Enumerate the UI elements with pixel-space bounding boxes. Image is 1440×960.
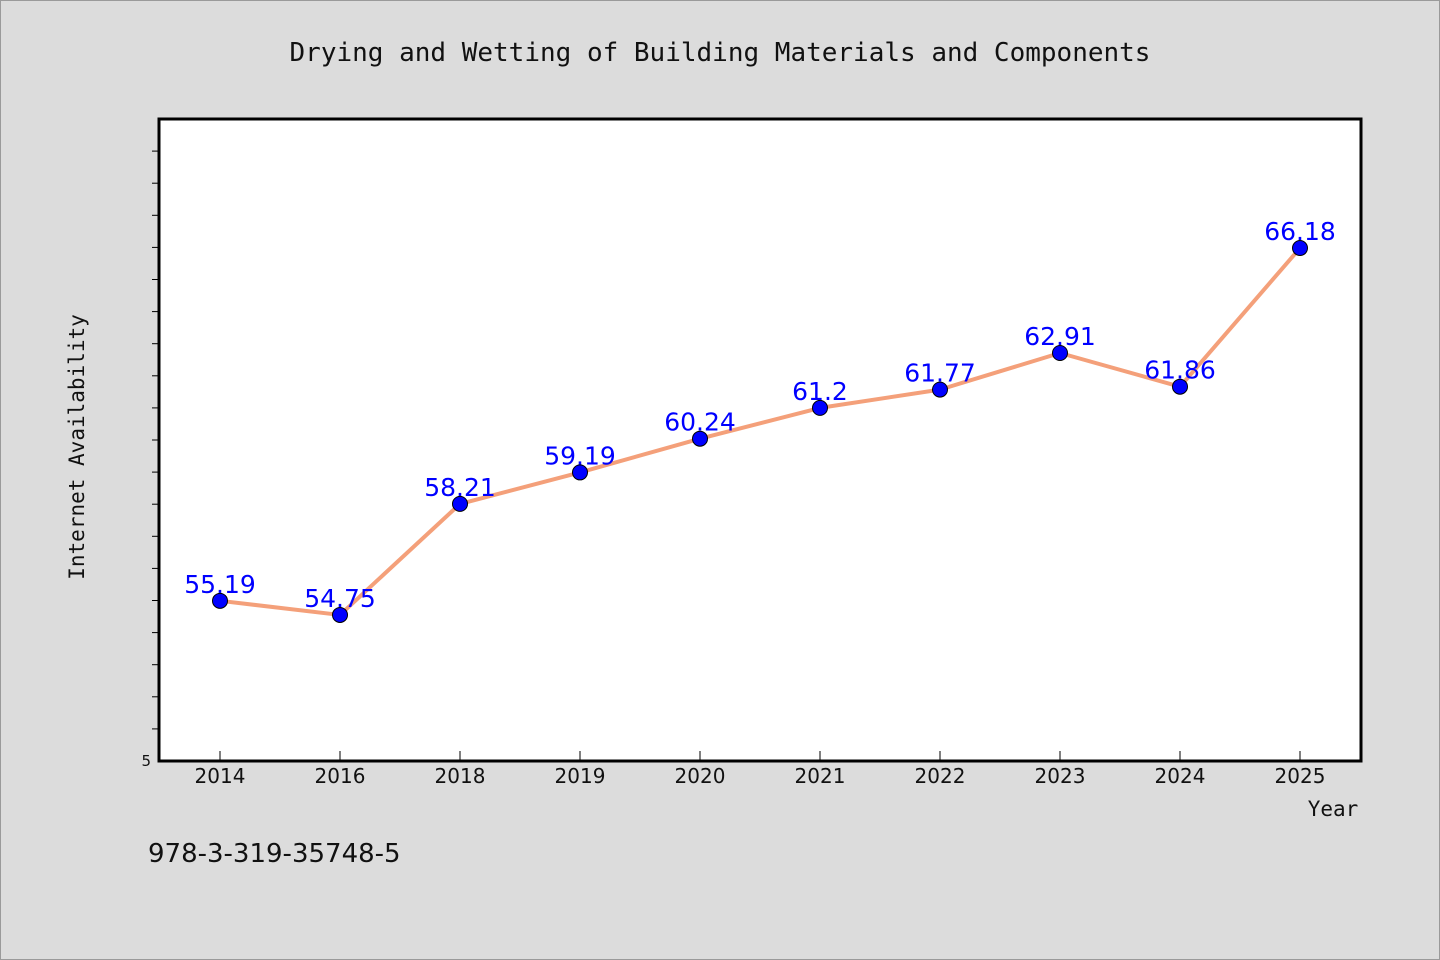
data-point [1172, 378, 1188, 395]
data-labels: 55.19 54.75 58.21 59.19 60.24 61.2 61.77 62.91 6… [184, 217, 1336, 613]
y-axis-ticks [152, 150, 159, 730]
series-line-segment [938, 351, 1062, 392]
series-line-segment [1178, 246, 1302, 389]
data-point [692, 430, 708, 447]
data-point [332, 606, 348, 623]
x-tick-label: 2020 [675, 764, 726, 788]
data-point [1292, 240, 1308, 257]
x-axis-title: Year [1308, 797, 1359, 821]
data-label: 62.91 [1024, 322, 1096, 351]
series-line-segment [698, 405, 822, 441]
data-point [572, 464, 588, 481]
series-line-segment [1058, 351, 1182, 389]
series-line-segment [578, 436, 702, 475]
data-label: 61.2 [792, 377, 848, 406]
series-lines [218, 246, 1302, 617]
data-label: 66.18 [1264, 217, 1336, 246]
x-tick-label: 2022 [915, 764, 966, 788]
y-axis-tick-labels: 5 [141, 752, 151, 770]
isbn-text: 978-3-319-35748-5 [148, 839, 401, 869]
data-label: 55.19 [184, 570, 256, 599]
data-label: 60.24 [664, 408, 736, 437]
series-markers [212, 240, 1308, 623]
x-axis-ticks [219, 751, 1301, 761]
data-label: 58.21 [424, 473, 496, 502]
x-tick-label: 2019 [555, 764, 606, 788]
data-label: 61.86 [1144, 356, 1216, 385]
series-line-segment [818, 387, 942, 410]
y-axis-title: Internet Availability [65, 314, 89, 580]
data-label: 61.77 [904, 359, 976, 388]
x-tick-label: 2025 [1275, 764, 1326, 788]
data-label: 54.75 [304, 584, 376, 613]
plot-area [157, 117, 1363, 763]
data-point [1052, 345, 1068, 362]
data-point [932, 381, 948, 398]
x-tick-label: 2018 [435, 764, 486, 788]
x-tick-label: 2021 [795, 764, 846, 788]
chart-title: Drying and Wetting of Building Materials… [290, 38, 1151, 68]
series-line-segment [458, 470, 582, 506]
x-tick-label: 2016 [315, 764, 366, 788]
data-point [812, 399, 828, 416]
x-tick-label: 2024 [1155, 764, 1206, 788]
series-line-segment [338, 501, 462, 617]
data-point [212, 592, 228, 609]
series-line-segment [218, 598, 342, 617]
y-tick-label: 5 [141, 752, 151, 770]
data-point [452, 495, 468, 512]
x-axis-tick-labels: 2014 2016 2018 2019 2020 2021 2022 2023 2024 2025 [195, 764, 1326, 788]
data-label: 59.19 [544, 441, 616, 470]
x-tick-label: 2023 [1035, 764, 1086, 788]
x-tick-label: 2014 [195, 764, 246, 788]
